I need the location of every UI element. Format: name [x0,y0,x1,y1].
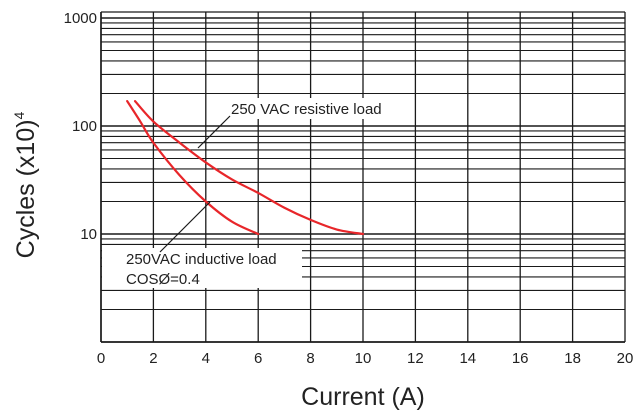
x-tick-label: 12 [407,350,424,367]
series-inductive-load-line [126,100,260,236]
inductive-label-box [102,248,302,288]
y-tick-labels: 10 100 1000 [64,10,97,243]
y-tick-label: 10 [80,226,97,243]
resistive-label-box [226,98,404,119]
resistive-load-label: 250 VAC resistive load [231,101,382,118]
x-tick-labels: 0 2 4 6 8 10 12 14 16 18 20 [97,350,634,367]
resistive-leader-line [197,115,231,149]
series-resistive-load-line [133,100,365,236]
x-tick-label: 16 [512,350,529,367]
grid-lines [100,11,626,343]
y-axis-title-superscript: 4 [11,111,27,119]
x-tick-label: 8 [306,350,314,367]
x-tick-label: 20 [617,350,634,367]
inductive-leader-line [159,201,211,253]
x-tick-label: 0 [97,350,105,367]
x-tick-label: 14 [459,350,476,367]
y-tick-label: 100 [72,118,97,135]
inductive-load-label: 250VAC inductive load [126,251,277,268]
x-axis-title: Current (A) [301,383,425,411]
cos-phi-label: COSØ=0.4 [126,271,200,288]
y-tick-label: 1000 [64,10,97,27]
x-tick-label: 2 [149,350,157,367]
x-tick-label: 4 [202,350,210,367]
y-axis-title-main: Cycles (x10) [12,119,40,258]
x-tick-label: 10 [355,350,372,367]
x-tick-label: 6 [254,350,262,367]
series-lines [126,100,365,236]
y-axis-title: Cycles (x10)4 [11,111,40,258]
x-tick-label: 18 [564,350,581,367]
